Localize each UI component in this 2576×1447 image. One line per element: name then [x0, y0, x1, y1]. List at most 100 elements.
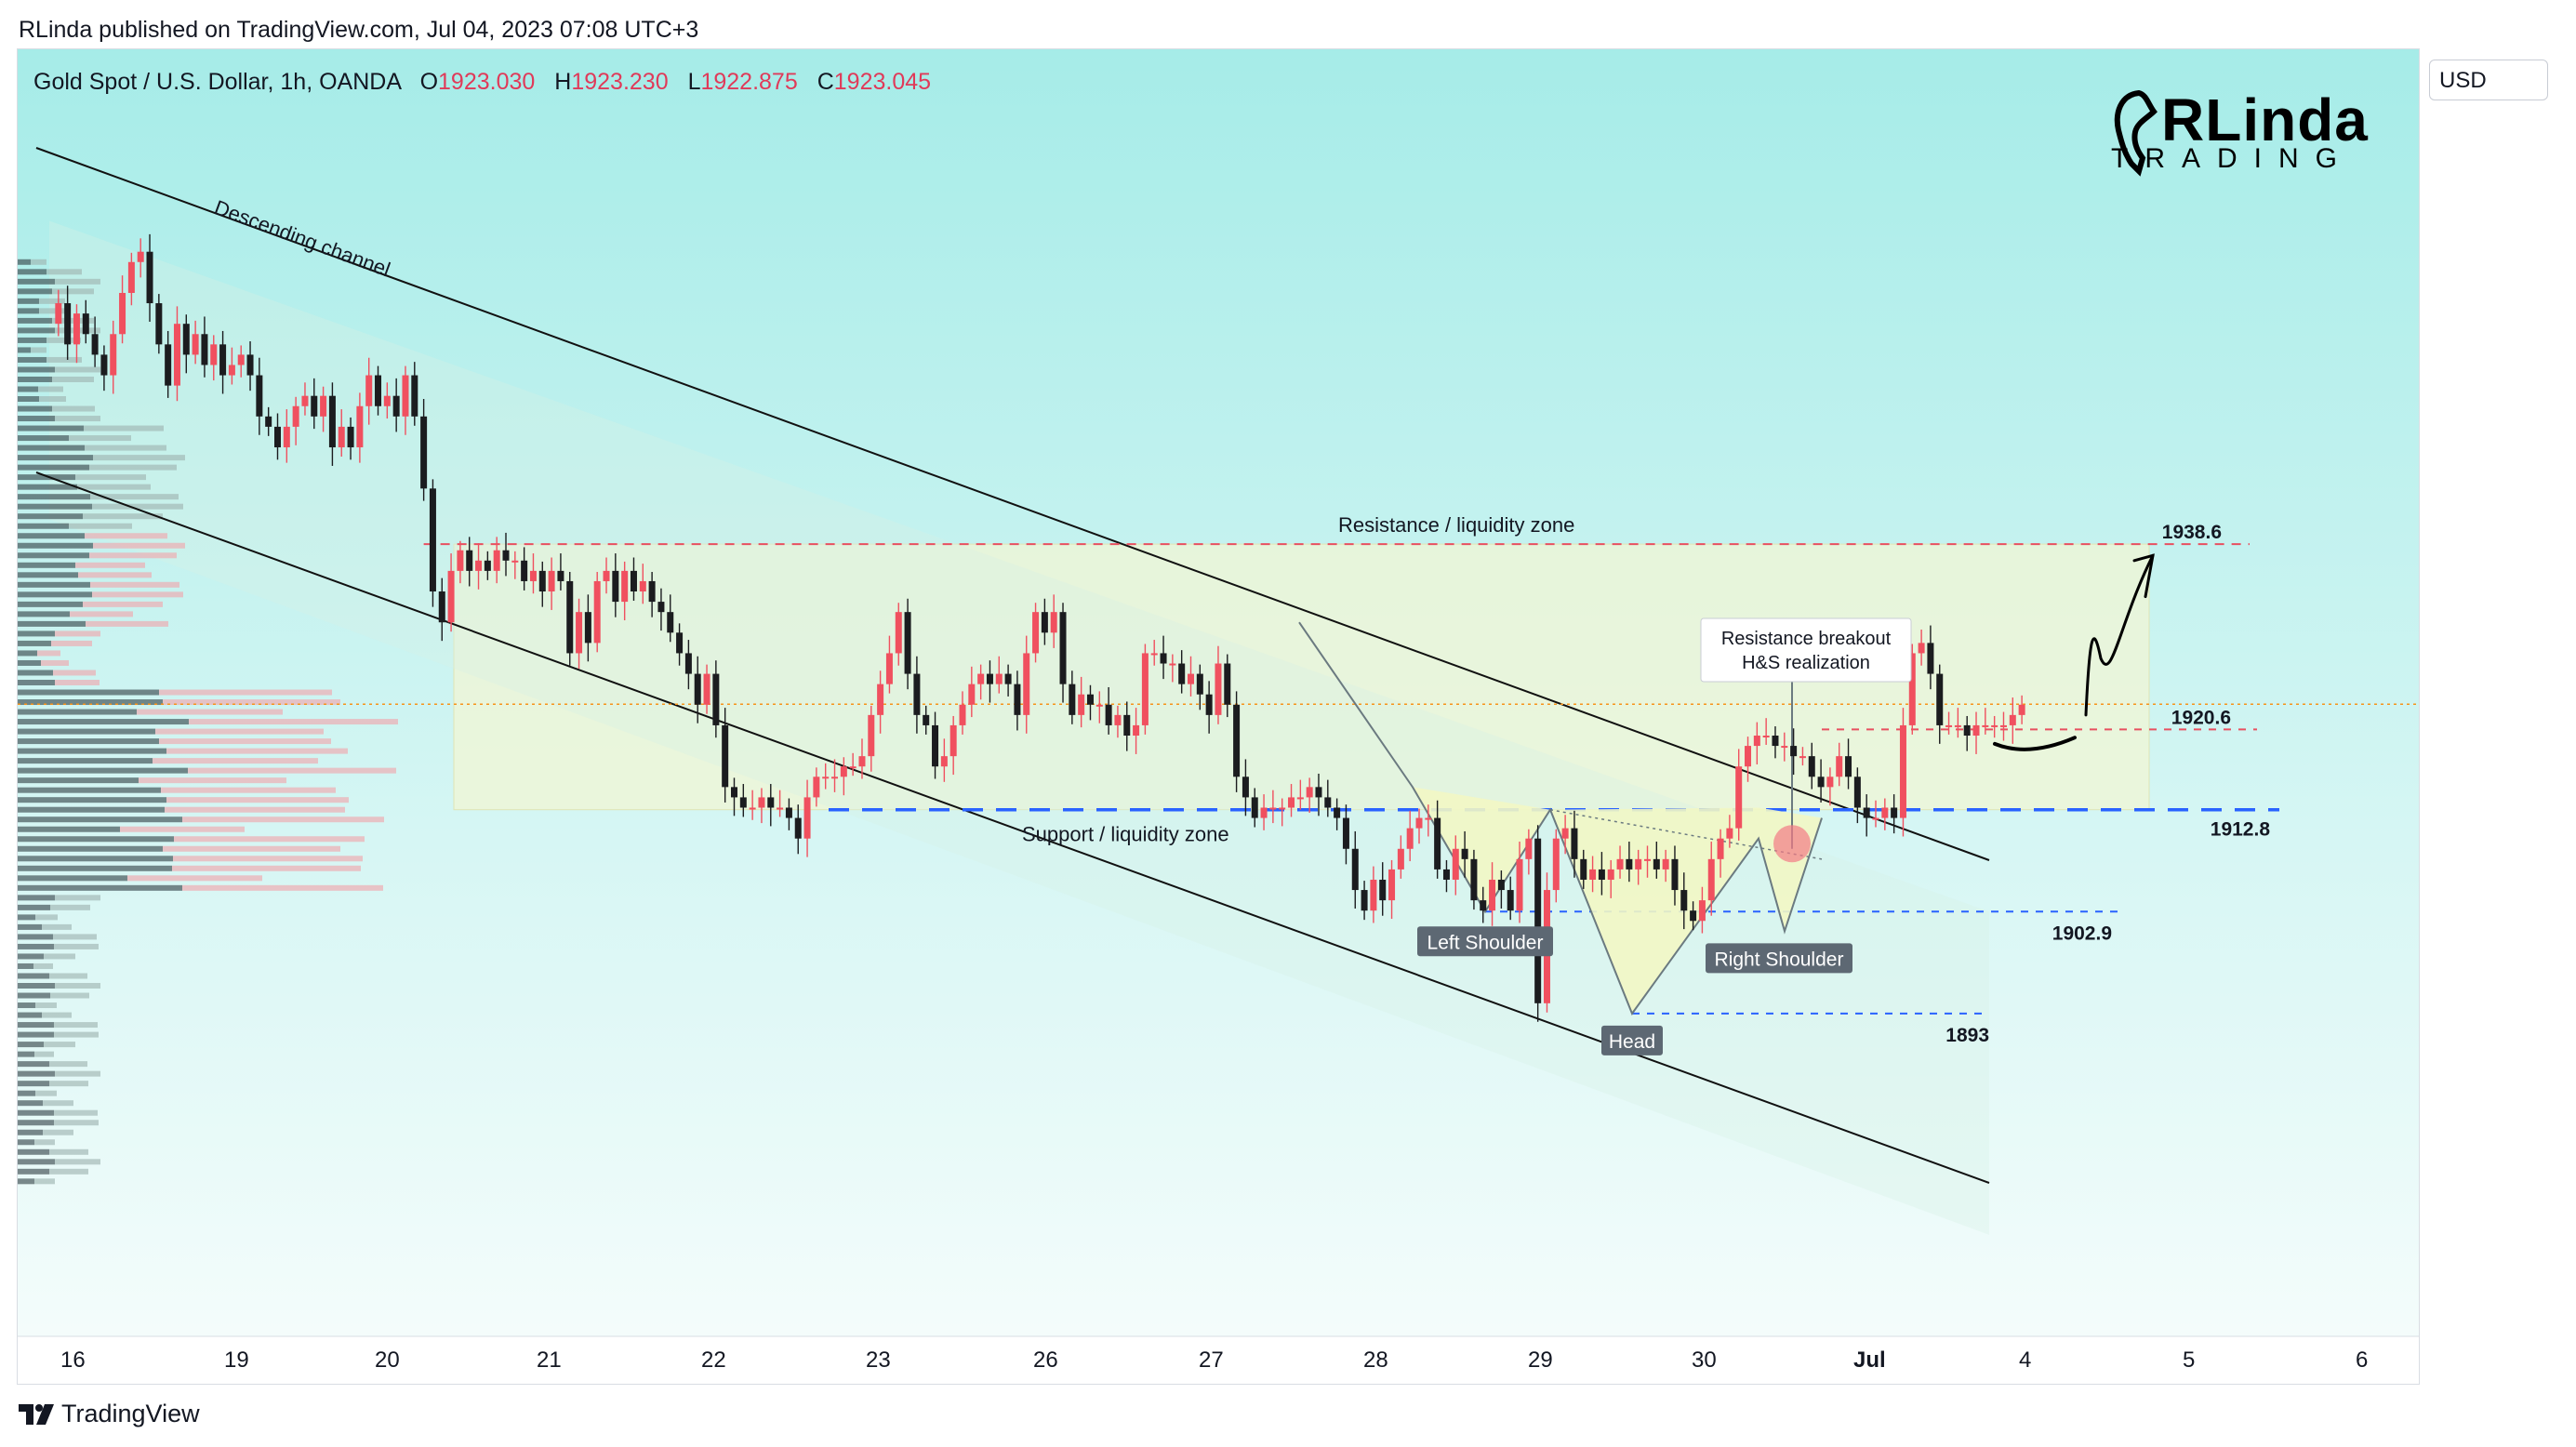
time-tick-label: 16 [60, 1347, 86, 1373]
candle-body [1224, 663, 1231, 705]
candle-body [977, 673, 985, 684]
volume-profile-bar [39, 308, 65, 314]
time-axis-panel[interactable] [18, 1336, 2419, 1384]
time-tick-label: 26 [1033, 1347, 1058, 1373]
candle-body [639, 580, 646, 592]
time-tick-label: 23 [866, 1347, 891, 1373]
volume-profile-bar [18, 259, 31, 265]
candle-body [1242, 777, 1249, 798]
candle-body [676, 632, 684, 654]
candle-body [630, 570, 637, 592]
candle-body [877, 684, 884, 715]
volume-profile-bar [55, 983, 100, 989]
candle-body [1351, 848, 1359, 891]
candle-body [1735, 766, 1743, 829]
candle-body [165, 344, 172, 386]
tradingview-footer[interactable]: TradingView [19, 1400, 200, 1428]
candle-body [739, 797, 747, 808]
low-label: L [687, 69, 701, 95]
candle-body [612, 570, 619, 603]
close-value: 1923.045 [833, 69, 932, 95]
candle-body [1872, 817, 1879, 820]
currency-button[interactable]: USD [2429, 60, 2548, 100]
volume-profile-bar [18, 689, 159, 696]
candle-body [1680, 890, 1688, 911]
volume-profile-bar [174, 836, 365, 843]
candle-body [237, 354, 245, 365]
candle-body [1497, 879, 1505, 891]
volume-profile-bar [54, 1120, 99, 1126]
candle-body [1480, 900, 1487, 911]
candle-body [511, 560, 519, 563]
candle-body [219, 344, 227, 376]
candle-body [1041, 612, 1048, 633]
right-shoulder-label: Right Shoulder [1715, 949, 1844, 970]
volume-profile-bar [55, 679, 100, 685]
ohlc-legend: Gold Spot / U.S. Dollar, 1h, OANDA O1923… [33, 69, 944, 96]
volume-profile-bar [18, 1148, 49, 1155]
volume-profile-bar [18, 719, 189, 725]
candle-body [1945, 724, 1953, 727]
volume-profile-bar [18, 748, 166, 754]
candle-body [328, 395, 336, 448]
candle-body [1772, 736, 1779, 747]
candle-body [201, 334, 208, 365]
volume-profile-bar [18, 992, 50, 999]
chart-frame[interactable]: Descending channel Resistance / liquidity… [17, 48, 2420, 1385]
candle-body [538, 570, 546, 592]
volume-profile-bar [34, 1178, 55, 1185]
candle-body [1690, 910, 1697, 922]
candle-body [429, 488, 436, 592]
candle-body [1188, 673, 1194, 684]
volume-profile-bar [18, 455, 93, 461]
volume-profile-bar [18, 601, 83, 607]
candle-body [1178, 663, 1186, 684]
volume-profile-bar [18, 1090, 35, 1096]
candle-body [803, 797, 811, 839]
candle-body [521, 560, 528, 581]
candle-body [1361, 890, 1368, 911]
volume-profile-bar [139, 777, 286, 784]
candle-body [1698, 900, 1706, 922]
candle-body [1899, 724, 1906, 818]
volume-profile-bar [18, 914, 35, 921]
level-label-1912: 1912.8 [2211, 819, 2271, 841]
volume-profile-bar [18, 308, 39, 314]
candle-body [173, 324, 180, 386]
volume-profile-bar [163, 845, 340, 852]
candle-body [1205, 694, 1213, 715]
candle-body [1863, 807, 1870, 818]
volume-profile-bar [18, 405, 52, 412]
candle-body [1891, 807, 1898, 818]
volume-profile-bar [18, 464, 89, 471]
candle-body [557, 570, 564, 581]
volume-profile-bar [18, 709, 137, 715]
candle-body [1982, 724, 1989, 727]
volume-profile-bar [18, 288, 52, 295]
volume-profile-bar [35, 914, 58, 921]
volume-profile-bar [50, 904, 90, 910]
volume-profile-bar [18, 923, 42, 930]
volume-profile-bar [49, 1061, 87, 1068]
volume-profile-bar [18, 856, 173, 862]
candle-body [1790, 746, 1798, 757]
volume-profile-bar [18, 1168, 49, 1175]
volume-profile-bar [83, 601, 163, 607]
volume-profile-bar [51, 640, 92, 646]
left-shoulder-label-box [1417, 926, 1553, 957]
candle-body [1095, 704, 1103, 707]
volume-profile-bar [182, 816, 384, 823]
candle-body [1114, 714, 1122, 725]
high-value: 1923.230 [571, 69, 669, 95]
candle-body [904, 612, 911, 674]
volume-profile-bar [75, 474, 146, 481]
candle-body [722, 724, 729, 788]
candle-body [576, 612, 583, 654]
candle-body [1489, 879, 1496, 911]
volume-profile-bar [43, 1129, 73, 1135]
candle-body [1470, 858, 1478, 901]
candle-body [1004, 673, 1012, 684]
volume-profile-bar [55, 416, 100, 422]
volume-profile-bar [18, 503, 92, 510]
